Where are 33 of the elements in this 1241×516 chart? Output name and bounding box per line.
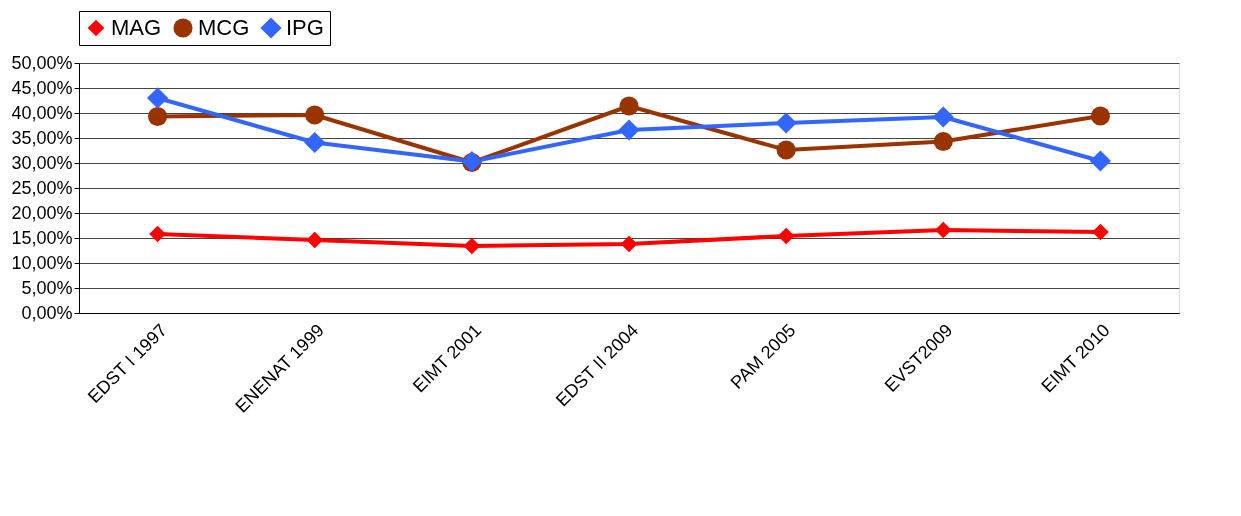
point bbox=[1092, 223, 1109, 241]
point bbox=[304, 131, 326, 154]
point bbox=[776, 140, 796, 160]
point bbox=[775, 112, 797, 134]
y-tick-label: 10,00% bbox=[11, 252, 73, 273]
y-tick-label: 35,00% bbox=[11, 127, 73, 148]
point bbox=[619, 96, 639, 116]
legend-label: MCG bbox=[198, 15, 250, 40]
y-tick-label: 40,00% bbox=[11, 102, 73, 123]
point bbox=[618, 119, 640, 141]
y-tick-label: 45,00% bbox=[11, 77, 73, 98]
point bbox=[305, 105, 325, 125]
y-tick-label: 50,00% bbox=[11, 52, 73, 73]
y-tick-label: 0,00% bbox=[21, 302, 73, 323]
y-tick-label: 30,00% bbox=[11, 152, 73, 173]
y-tick-label: 20,00% bbox=[11, 202, 73, 223]
point bbox=[934, 221, 952, 239]
y-tick-label: 25,00% bbox=[11, 177, 73, 198]
y-tick-label: 15,00% bbox=[11, 227, 73, 248]
point bbox=[1089, 150, 1112, 172]
point bbox=[777, 227, 795, 245]
point bbox=[306, 231, 324, 249]
point bbox=[149, 225, 166, 243]
point bbox=[146, 87, 169, 109]
y-tick-label: 5,00% bbox=[21, 277, 73, 298]
point bbox=[932, 106, 954, 128]
point bbox=[620, 235, 638, 253]
point bbox=[148, 106, 168, 127]
legend-label: MAG bbox=[111, 15, 162, 40]
point bbox=[463, 237, 481, 255]
point bbox=[933, 131, 953, 152]
point bbox=[1090, 106, 1110, 126]
legend-label: IPG bbox=[286, 15, 324, 40]
